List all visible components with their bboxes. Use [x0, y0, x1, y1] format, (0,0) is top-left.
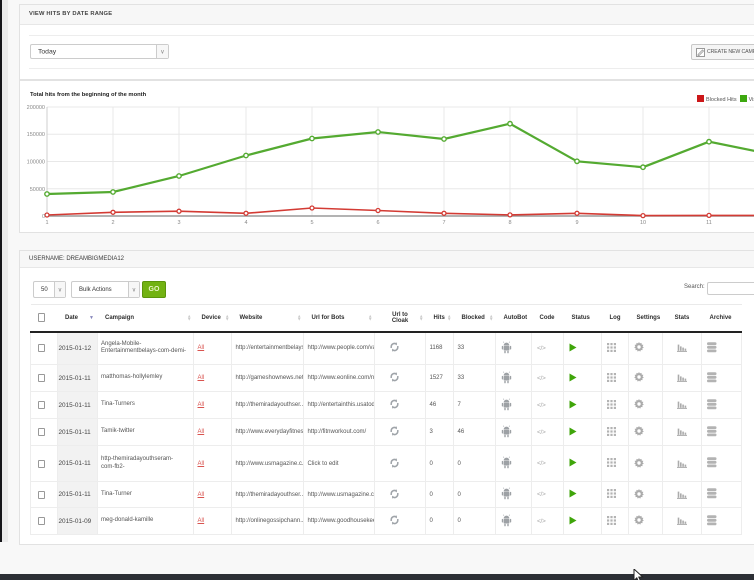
svg-text:150000: 150000	[27, 132, 45, 138]
svg-text:9: 9	[575, 220, 578, 226]
svg-text:6: 6	[376, 220, 379, 226]
svg-text:1: 1	[45, 220, 48, 226]
svg-text:11: 11	[706, 220, 712, 226]
svg-text:8: 8	[508, 220, 511, 226]
svg-text:200000: 200000	[27, 105, 45, 111]
svg-text:50000: 50000	[30, 187, 45, 193]
svg-text:100000: 100000	[27, 160, 45, 166]
svg-text:4: 4	[244, 220, 247, 226]
svg-text:7: 7	[442, 220, 445, 226]
svg-text:5: 5	[310, 220, 313, 226]
svg-text:10: 10	[640, 220, 646, 226]
svg-text:2: 2	[111, 220, 114, 226]
svg-text:3: 3	[177, 220, 180, 226]
svg-text:0: 0	[42, 214, 45, 220]
